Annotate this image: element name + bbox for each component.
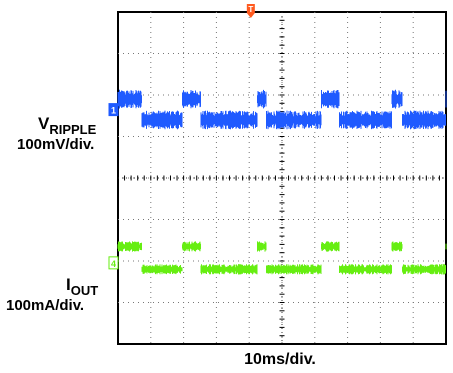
- x-axis-label: 10ms/div.: [244, 351, 316, 368]
- channel-1-marker: [108, 103, 119, 117]
- channel-1-marker-label: 1: [111, 106, 116, 116]
- vripple-scale-label: 100mV/div.: [17, 136, 94, 153]
- iout-label: IOUT: [66, 275, 98, 298]
- iout-scale-label: 100mA/div.: [6, 297, 84, 314]
- trigger-marker: [246, 4, 255, 18]
- vripple-label: VRIPPLE: [38, 114, 97, 137]
- vripple-trace: [117, 89, 447, 130]
- iout-trace: [117, 241, 447, 275]
- trigger-marker-label: T: [248, 5, 253, 14]
- channel-4-marker-label: 4: [111, 259, 116, 269]
- channel-labels: VRIPPLE 100mV/div. IOUT 100mA/div. 10ms/…: [6, 114, 316, 368]
- channel-4-marker: [108, 256, 119, 270]
- plot-area: 1 4 T: [108, 4, 447, 345]
